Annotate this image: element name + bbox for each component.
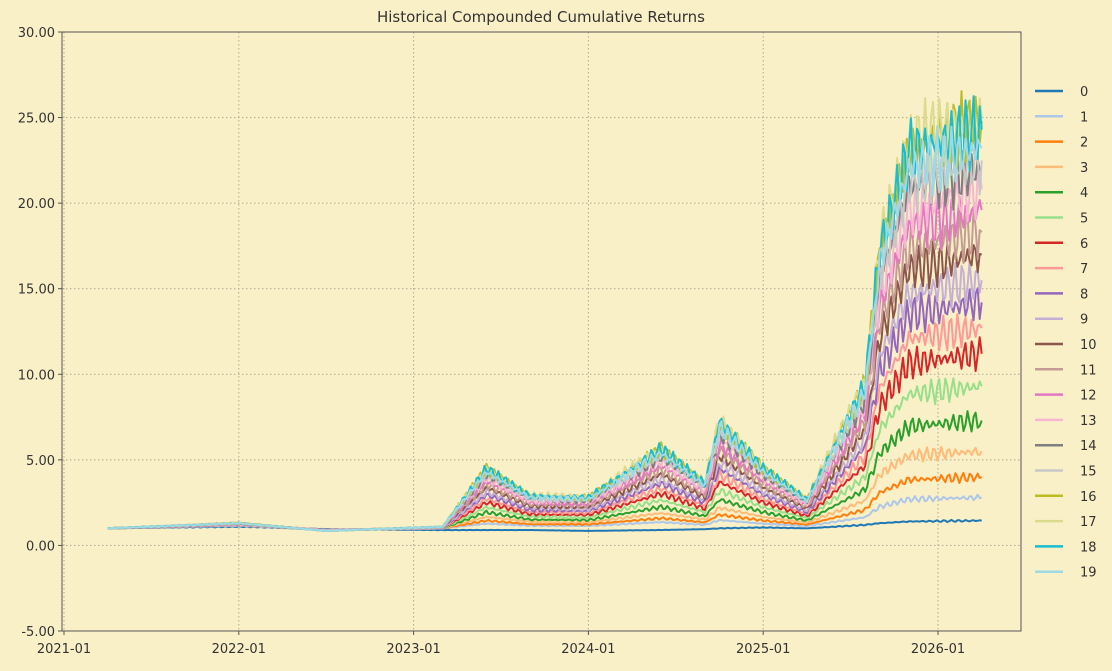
y-tick-label: 20.00 bbox=[18, 197, 55, 212]
chart-title: Historical Compounded Cumulative Returns bbox=[377, 8, 705, 26]
series-lines bbox=[107, 90, 983, 532]
x-tick-label: 2025-01 bbox=[736, 642, 790, 657]
legend-label-17: 17 bbox=[1080, 515, 1097, 530]
legend-label-0: 0 bbox=[1080, 85, 1088, 100]
legend-label-8: 8 bbox=[1080, 287, 1088, 302]
y-tick-label: 30.00 bbox=[18, 26, 55, 41]
y-tick-label: 5.00 bbox=[26, 454, 55, 469]
y-tick-label: 0.00 bbox=[26, 539, 55, 554]
legend-label-12: 12 bbox=[1080, 389, 1097, 404]
legend-label-15: 15 bbox=[1080, 465, 1097, 480]
legend-label-7: 7 bbox=[1080, 262, 1088, 277]
x-tick-label: 2026-01 bbox=[911, 642, 965, 657]
x-tick-label: 2024-01 bbox=[561, 642, 615, 657]
x-tick-label: 2021-01 bbox=[37, 642, 91, 657]
x-tick-label: 2022-01 bbox=[212, 642, 266, 657]
y-tick-label: -5.00 bbox=[21, 625, 55, 640]
legend-label-4: 4 bbox=[1080, 186, 1088, 201]
plot-frame bbox=[61, 31, 1022, 632]
y-tick-label: 10.00 bbox=[18, 368, 55, 383]
y-tick-label: 15.00 bbox=[18, 283, 55, 298]
legend-label-18: 18 bbox=[1080, 540, 1097, 555]
series-line-19 bbox=[107, 125, 983, 532]
legend-label-2: 2 bbox=[1080, 136, 1088, 151]
legend-label-5: 5 bbox=[1080, 212, 1088, 227]
legend-label-9: 9 bbox=[1080, 313, 1088, 328]
legend-label-11: 11 bbox=[1080, 363, 1097, 378]
legend-label-16: 16 bbox=[1080, 490, 1097, 505]
legend-label-19: 19 bbox=[1080, 566, 1097, 581]
legend-label-10: 10 bbox=[1080, 338, 1097, 353]
legend-label-3: 3 bbox=[1080, 161, 1088, 176]
legend-label-13: 13 bbox=[1080, 414, 1097, 429]
y-tick-label: 25.00 bbox=[18, 112, 55, 127]
legend-label-1: 1 bbox=[1080, 110, 1088, 125]
legend-label-14: 14 bbox=[1080, 439, 1097, 454]
legend-label-6: 6 bbox=[1080, 237, 1088, 252]
axes: -5.00 0.00 5.00 10.00 15.00 20.00 25.00 30.00 20… bbox=[18, 26, 965, 657]
x-tick-label: 2023-01 bbox=[386, 642, 440, 657]
